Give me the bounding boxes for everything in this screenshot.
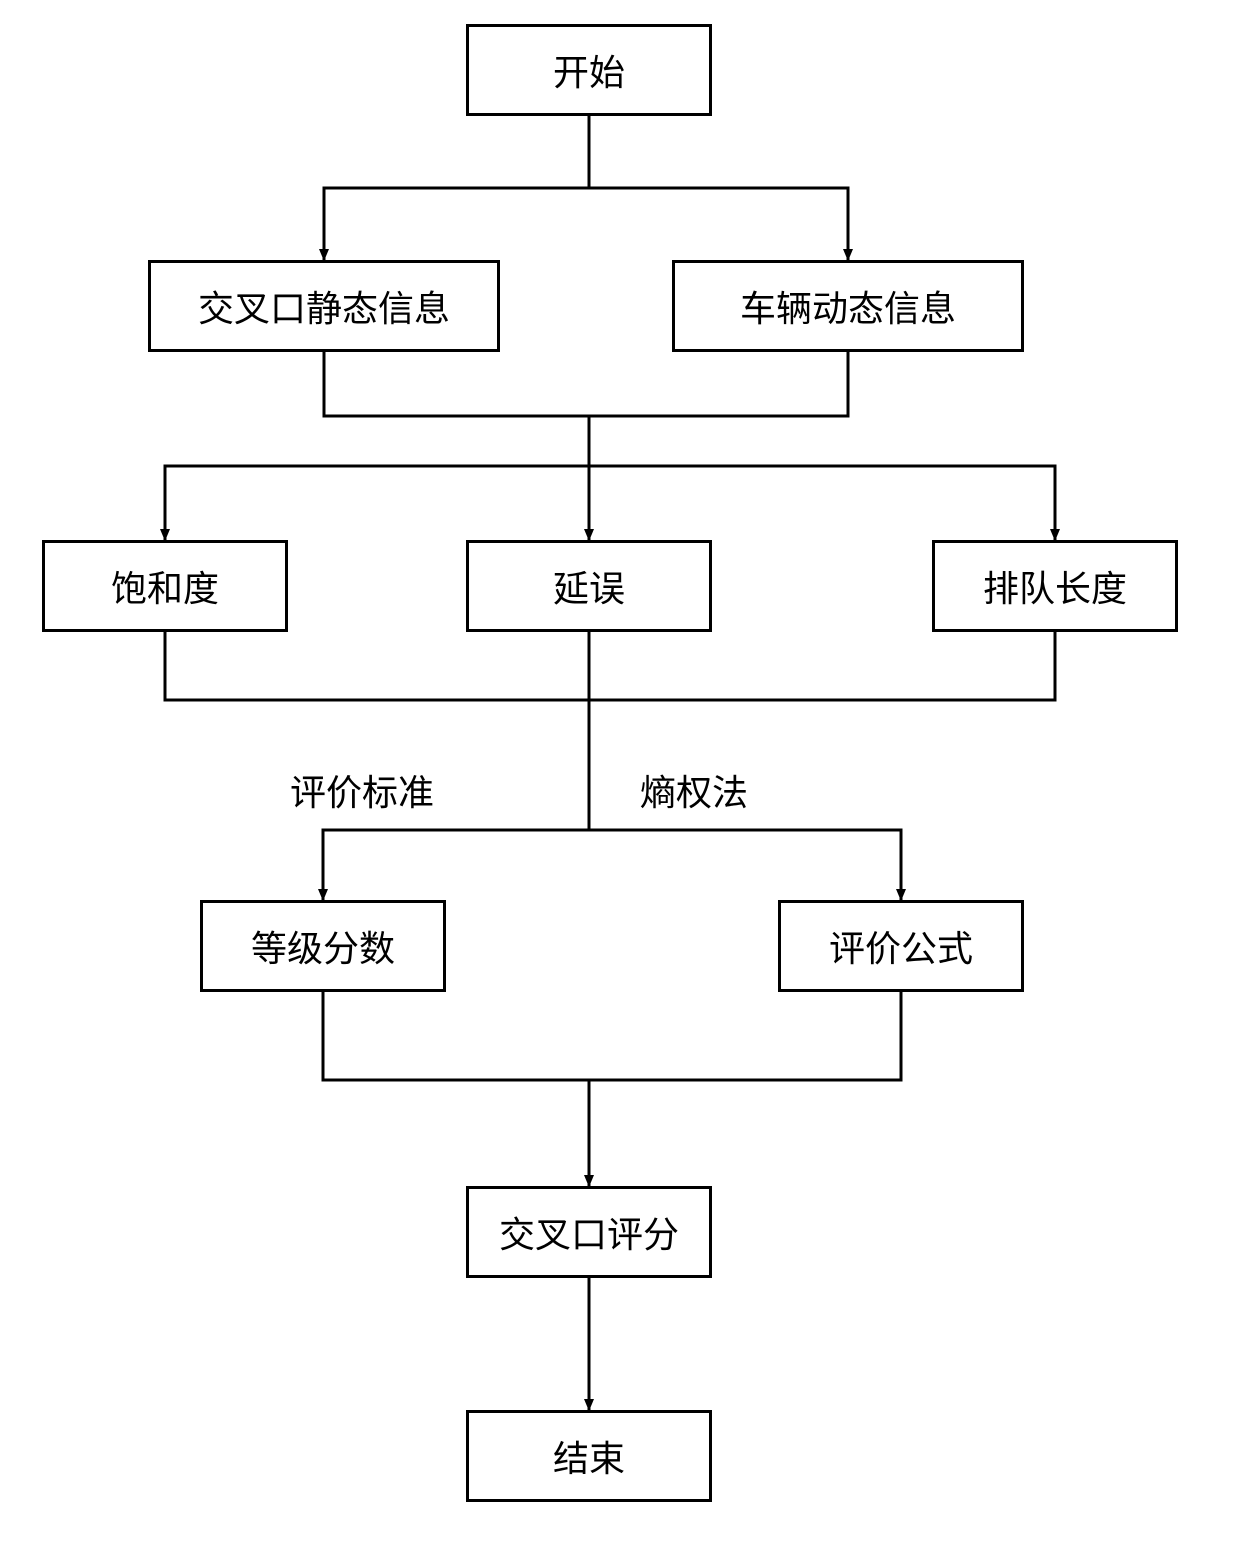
node-eval-formula: 评价公式 <box>778 900 1024 992</box>
node-intersection-score: 交叉口评分 <box>466 1186 712 1278</box>
node-label: 结束 <box>553 1430 625 1482</box>
node-label: 交叉口评分 <box>499 1206 679 1258</box>
node-label: 等级分数 <box>251 920 395 972</box>
node-static-info: 交叉口静态信息 <box>148 260 500 352</box>
node-dynamic-info: 车辆动态信息 <box>672 260 1024 352</box>
node-label: 排队长度 <box>983 560 1127 612</box>
connectors-layer <box>0 0 1240 1561</box>
node-saturation: 饱和度 <box>42 540 288 632</box>
node-label: 评价公式 <box>829 920 973 972</box>
node-queue-length: 排队长度 <box>932 540 1178 632</box>
edge-label-entropy-method: 熵权法 <box>640 764 748 816</box>
node-label: 交叉口静态信息 <box>198 280 450 332</box>
node-start: 开始 <box>466 24 712 116</box>
node-grade-score: 等级分数 <box>200 900 446 992</box>
node-end: 结束 <box>466 1410 712 1502</box>
edge-label-eval-criteria: 评价标准 <box>290 764 434 816</box>
node-label: 饱和度 <box>111 560 219 612</box>
node-label: 延误 <box>553 560 625 612</box>
edge-label-text: 熵权法 <box>640 773 748 813</box>
flowchart: 开始 交叉口静态信息 车辆动态信息 饱和度 延误 排队长度 等级分数 评价公式 … <box>0 0 1240 1561</box>
node-label: 开始 <box>553 44 625 96</box>
edge-label-text: 评价标准 <box>290 773 434 813</box>
node-label: 车辆动态信息 <box>740 280 956 332</box>
node-delay: 延误 <box>466 540 712 632</box>
